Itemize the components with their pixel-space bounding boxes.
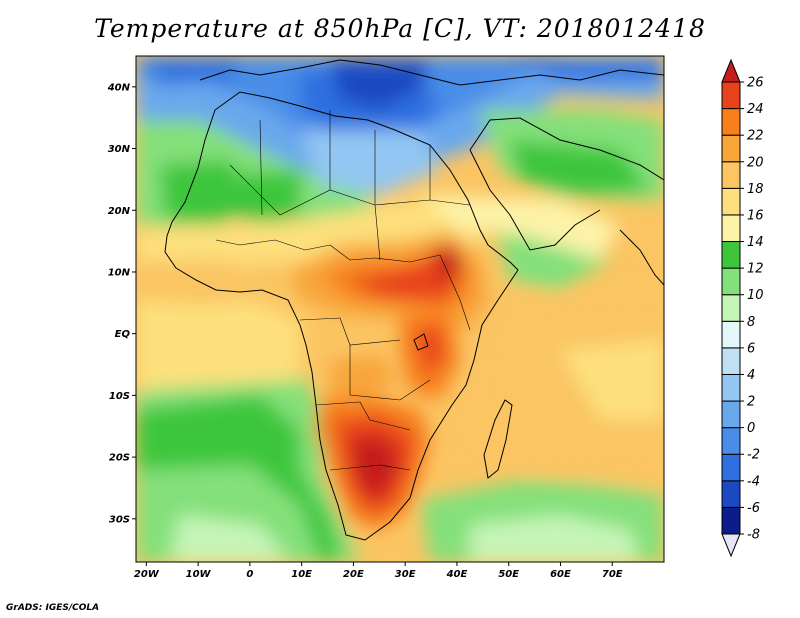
colorbar-label: -6 — [747, 501, 760, 516]
colorbar-label: 14 — [747, 235, 764, 250]
arabia-south-coast — [469, 149, 601, 251]
colorbar-bin — [721, 108, 741, 136]
lon-tick-label: 60E — [550, 569, 571, 580]
colorbar-bin — [721, 294, 741, 322]
colorbar-bin — [721, 480, 741, 508]
lat-tick-label: 10N — [108, 267, 131, 278]
colorbar-label: -8 — [747, 528, 760, 543]
colorbar-bin — [721, 427, 741, 455]
lon-tick-label: 0 — [246, 569, 253, 580]
country-borders — [215, 110, 471, 471]
colorbar-bin — [721, 134, 741, 163]
colorbar-bin — [721, 400, 741, 429]
colorbar-bin — [721, 373, 741, 402]
colorbar-min-arrow — [721, 533, 741, 558]
colorbar-label: 20 — [747, 155, 764, 170]
colorbar-bin — [721, 320, 741, 349]
colorbar-label: 4 — [747, 368, 755, 383]
arabia-north-coast — [469, 117, 664, 181]
colorbar-label: 24 — [747, 102, 764, 117]
colorbar-bin — [721, 241, 741, 269]
europe-coastline — [199, 59, 664, 86]
colorbar-label: -2 — [747, 448, 760, 463]
colorbar-label: 10 — [747, 288, 764, 303]
madagascar-coastline — [483, 399, 513, 479]
lon-tick-label: 50E — [498, 569, 519, 580]
lon-tick-label: 40E — [446, 569, 468, 580]
colorbar-bin — [721, 347, 741, 375]
footer-credit: GrADS: IGES/COLA — [6, 603, 100, 613]
colorbar-label: 12 — [747, 262, 764, 277]
colorbar-label: 26 — [747, 76, 764, 91]
lat-tick-label: EQ — [115, 329, 131, 340]
plot-frame — [135, 55, 665, 563]
chart-title: Temperature at 850hPa [C], VT: 201801241… — [94, 14, 706, 43]
colorbar-label: 16 — [747, 208, 764, 223]
colorbar-label: -4 — [747, 474, 760, 489]
colorbar-bin — [721, 214, 741, 243]
colorbar-label: 8 — [747, 315, 755, 330]
colorbar-bin — [721, 506, 741, 535]
lon-tick-label: 10W — [186, 569, 212, 580]
colorbar-max-arrow — [721, 58, 741, 83]
colorbar-bin — [721, 453, 741, 482]
india-coastline — [619, 229, 664, 286]
lon-tick-label: 70E — [602, 569, 623, 580]
lat-tick-label: 20N — [108, 206, 131, 217]
lat-tick-label: 20S — [109, 453, 130, 464]
lake-victoria — [413, 333, 429, 351]
lon-tick-label: 30E — [395, 569, 416, 580]
axis-ticks: 20W 10W 0 10E 20E 30E 40E 50E 60E 70E 40N 30N 20N 10N… — [107, 82, 623, 580]
temperature-field — [136, 56, 664, 562]
colorbar-label: 2 — [747, 395, 755, 410]
colorbar-label: 0 — [747, 421, 755, 436]
colorbar-bin — [721, 81, 741, 110]
colorbar-bin — [721, 187, 741, 216]
lat-tick-label: 40N — [107, 82, 131, 93]
africa-coastline — [164, 91, 519, 541]
lon-tick-label: 10E — [291, 569, 312, 580]
lat-tick-label: 10S — [109, 391, 130, 402]
colorbar-bin — [721, 161, 741, 189]
colorbar-label: 18 — [747, 182, 764, 197]
lat-tick-label: 30S — [109, 514, 130, 525]
colorbar-bin — [721, 267, 741, 296]
lat-tick-label: 30N — [108, 144, 131, 155]
lon-tick-label: 20E — [343, 569, 364, 580]
coastlines — [164, 59, 664, 541]
colorbar-label: 6 — [747, 341, 755, 356]
colorbar-label: 22 — [747, 129, 764, 144]
lon-tick-label: 20W — [134, 569, 160, 580]
